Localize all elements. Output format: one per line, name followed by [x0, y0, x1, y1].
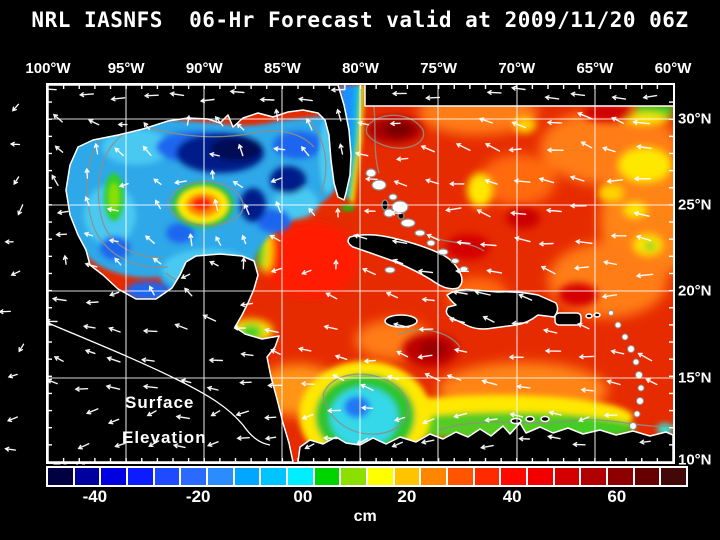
colorbar-segment — [261, 468, 287, 485]
colorbar-segment — [128, 468, 153, 485]
colorbar-unit-row: cm — [48, 508, 690, 528]
land-north-america-mexico — [48, 85, 352, 462]
colorbar-segment — [234, 468, 260, 485]
colorbar-tick-label: 60 — [607, 487, 627, 506]
lat-tick-label: 25°N — [678, 196, 712, 214]
lon-tick-label: 65°W — [576, 60, 614, 77]
colorbar-tick-label: 00 — [293, 487, 313, 506]
latitude-axis-right: 30°N 25°N 20°N 15°N 10°N — [678, 85, 720, 469]
colorbar-tick-label: -20 — [185, 487, 211, 506]
lon-tick-label: 85°W — [263, 60, 301, 77]
lon-tick-label: 80°W — [342, 60, 379, 77]
lon-tick-label: 75°W — [420, 60, 458, 77]
wind-vector-arrows — [48, 85, 658, 450]
lon-tick-label: 90°W — [185, 60, 223, 77]
land-south-america — [297, 422, 673, 462]
lat-tick-label: 15°N — [678, 369, 712, 387]
colorbar-segment — [501, 468, 527, 485]
colorbar-segment — [314, 468, 340, 485]
lesser-antilles — [608, 310, 645, 430]
colorbar-tick-labels: -40 -20 00 20 40 60 — [48, 487, 690, 507]
overlay-label-surface: Surface — [125, 393, 194, 412]
lat-tick-label: 20°N — [678, 282, 712, 300]
colorbar-segment — [74, 468, 100, 485]
colorbar-segment — [181, 468, 207, 485]
colorbar-segment — [394, 468, 420, 485]
colorbar-segment — [288, 468, 313, 485]
minor-ticks — [48, 85, 673, 462]
land-cuba — [347, 234, 463, 290]
colorbar-segment — [208, 468, 233, 485]
colorbar-segment — [634, 468, 660, 485]
land-puerto-rico — [554, 312, 582, 326]
page-title: NRL IASNFS 06-Hr Forecast valid at 2009/… — [31, 8, 689, 32]
land-jamaica — [384, 314, 418, 328]
lon-tick-label: 95°W — [107, 60, 145, 77]
colorbar-segment — [554, 468, 580, 485]
left-margin-wind-arrows — [0, 85, 46, 462]
colorbar-unit-label: cm — [353, 508, 377, 525]
colorbar-segment — [101, 468, 127, 485]
lat-tick-label: 30°N — [678, 110, 712, 128]
colorbar-segment — [661, 468, 687, 485]
pacific-coastline — [48, 322, 271, 446]
map-plot-area: Surface Elevation — [46, 83, 675, 464]
colorbar-segment — [48, 468, 73, 485]
colorbar-segment — [448, 468, 473, 485]
colorbar-segment — [341, 468, 367, 485]
lat-tick-label: 10°N — [678, 451, 712, 469]
lon-tick-label: 70°W — [498, 60, 536, 77]
sw-caribbean-cold-eddy — [299, 361, 431, 462]
lon-tick-label: 60°W — [654, 60, 692, 77]
colorbar-segment — [528, 468, 553, 485]
colorbar-segment — [421, 468, 447, 485]
land-north-boundary — [364, 85, 673, 107]
colorbar-segment — [474, 468, 500, 485]
colorbar-tick-label: -40 — [82, 487, 108, 506]
longitude-axis-top: 100°W 95°W 90°W 85°W 80°W 75°W 70°W 65°W 60°W — [25, 60, 691, 80]
colorbar-tick-label: 40 — [502, 487, 522, 506]
colorbar-segment — [608, 468, 633, 485]
lon-tick-label: 100°W — [25, 60, 71, 77]
colorbar-segment — [581, 468, 607, 485]
overlay-label-elevation: Elevation — [122, 428, 207, 447]
elevation-contours — [86, 86, 673, 435]
margin-wind-arrows — [0, 103, 25, 452]
colorbar — [46, 466, 688, 487]
colorbar-segment — [154, 468, 180, 485]
colorbar-segment — [368, 468, 393, 485]
colorbar-tick-label: 20 — [397, 487, 417, 506]
